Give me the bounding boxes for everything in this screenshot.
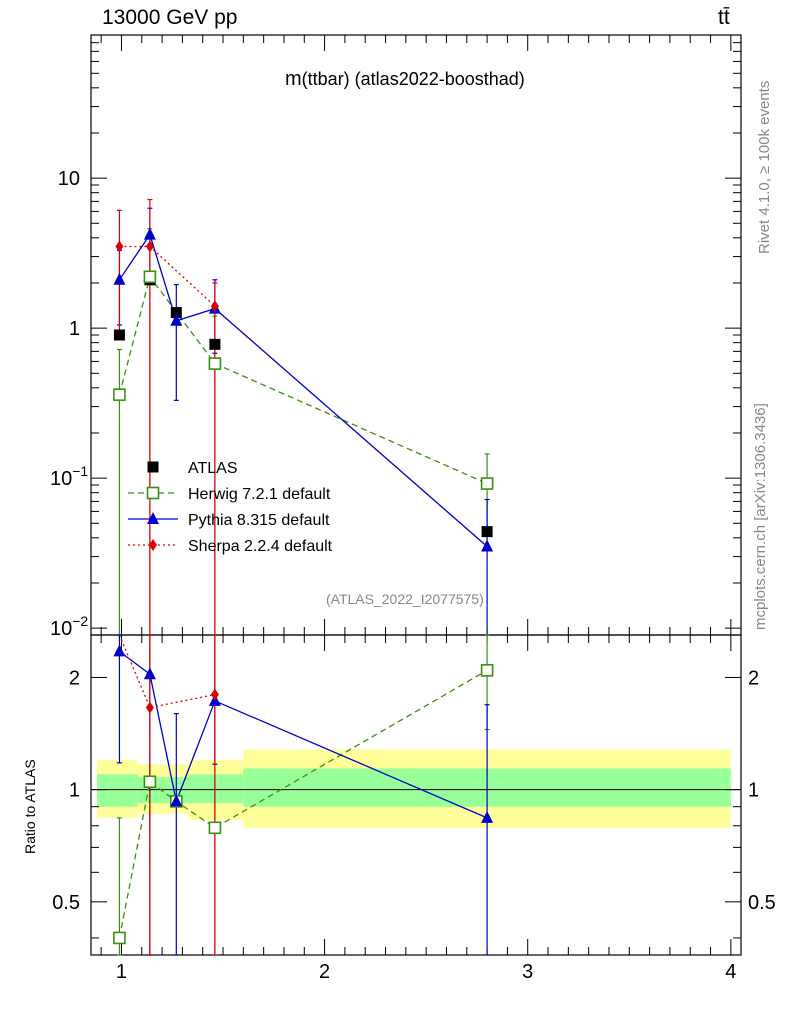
main-ytick-label-3: 10−2: [50, 613, 88, 640]
main-ytick-base: 10: [50, 618, 72, 640]
chart-frames: [90, 34, 742, 956]
legend: ATLAS Herwig 7.2.1 default Pythia 8.315 de…: [128, 460, 333, 555]
pythia-main-point-2: [170, 313, 183, 326]
legend-label-atlas: ATLAS: [188, 460, 238, 477]
ratio-uncertainty-bands: [91, 749, 741, 828]
main-ytick-exponent: −2: [72, 613, 88, 629]
main-ytick-base: 1: [69, 318, 80, 340]
legend-marker-pythia: [147, 512, 159, 524]
main-ytick-base: 10: [58, 168, 80, 190]
pythia-ratio-point-4: [481, 810, 494, 823]
band-inner-0: [97, 774, 138, 807]
legend-label-herwig: Herwig 7.2.1 default: [188, 486, 331, 503]
plot-title: m(ttbar) (atlas2022-boosthad): [285, 68, 525, 91]
herwig-main-point-1: [143, 270, 157, 284]
analysis-watermark: (ATLAS_2022_I2077575): [326, 591, 484, 607]
sherpa-ratio-point-1: [145, 701, 154, 714]
atlas-main-point-4: [481, 526, 493, 538]
herwig-ratio-point-0: [113, 931, 126, 945]
plot-title-prefix: m: [285, 68, 302, 90]
energy-label: 13000 GeV pp: [102, 6, 238, 29]
ratio-ytick-label-2: 2: [69, 667, 80, 689]
pythia-ratio-point-0: [113, 644, 126, 657]
pythia-ratio-point-1: [143, 667, 156, 680]
series-lines: [118, 233, 488, 939]
herwig-ratio-point-3: [208, 821, 222, 835]
source-label: mcplots.cern.ch [arXiv:1306.3436]: [752, 403, 769, 630]
ratio-ylabel: Ratio to ATLAS: [22, 759, 38, 854]
band-inner-2: [188, 774, 244, 804]
ratio-ytick-label-0: 0.5: [52, 892, 80, 914]
main-ytick-label-0: 10: [58, 168, 80, 190]
pythia-main-point-0: [113, 272, 126, 285]
ratio-frame: [90, 634, 742, 956]
xtick-label-2: 3: [522, 961, 533, 983]
main-ytick-base: 10: [50, 468, 72, 490]
ratio-ytick-label-right-2: 2: [748, 667, 759, 689]
main-ytick-exponent: −1: [72, 463, 88, 479]
herwig-main-point-2: [208, 357, 222, 370]
plot-title-main: (ttbar) (atlas2022-boosthad): [301, 69, 525, 89]
ratio-ytick-label-right-0: 0.5: [748, 892, 776, 914]
main-ytick-label-2: 10−1: [50, 463, 88, 490]
xtick-label-0: 1: [116, 961, 127, 983]
herwig-main-point-3: [480, 477, 494, 490]
atlas-main-point-3: [209, 338, 221, 350]
sherpa-main-point-0: [115, 240, 124, 253]
rivet-label: Rivet 4.1.0, ≥ 100k events: [756, 80, 773, 254]
pythia-main-point-4: [481, 539, 494, 552]
ratio-ytick-label-right-1: 1: [748, 780, 759, 802]
main-ytick-label-1: 1: [69, 318, 80, 340]
sherpa-ratio-point-2: [210, 688, 219, 701]
herwig-main-point-0: [113, 388, 126, 401]
herwig-ratio-point-4: [480, 664, 494, 677]
ratio-ytick-label-1: 1: [69, 780, 80, 802]
process-label: tt̄: [718, 6, 730, 29]
xtick-label-1: 2: [319, 961, 330, 983]
data-markers: [113, 227, 494, 945]
sherpa-main-point-1: [145, 240, 154, 253]
legend-marker-sherpa: [149, 539, 157, 551]
herwig-main-line: [118, 275, 488, 485]
xtick-label-3: 4: [725, 961, 736, 983]
sherpa-ratio-line: [118, 634, 216, 709]
sherpa-main-point-2: [210, 300, 219, 313]
legend-marker-herwig: [146, 486, 160, 500]
legend-marker-atlas: [147, 461, 159, 473]
herwig-ratio-point-1: [143, 775, 157, 789]
legend-label-pythia: Pythia 8.315 default: [188, 512, 330, 529]
sherpa-main-line: [119, 245, 216, 307]
pythia-main-point-1: [143, 227, 156, 240]
atlas-main-point-2: [170, 307, 182, 319]
legend-label-sherpa: Sherpa 2.2.4 default: [188, 538, 333, 555]
atlas-main-point-0: [113, 329, 125, 341]
pythia-ratio-point-2: [170, 794, 183, 807]
